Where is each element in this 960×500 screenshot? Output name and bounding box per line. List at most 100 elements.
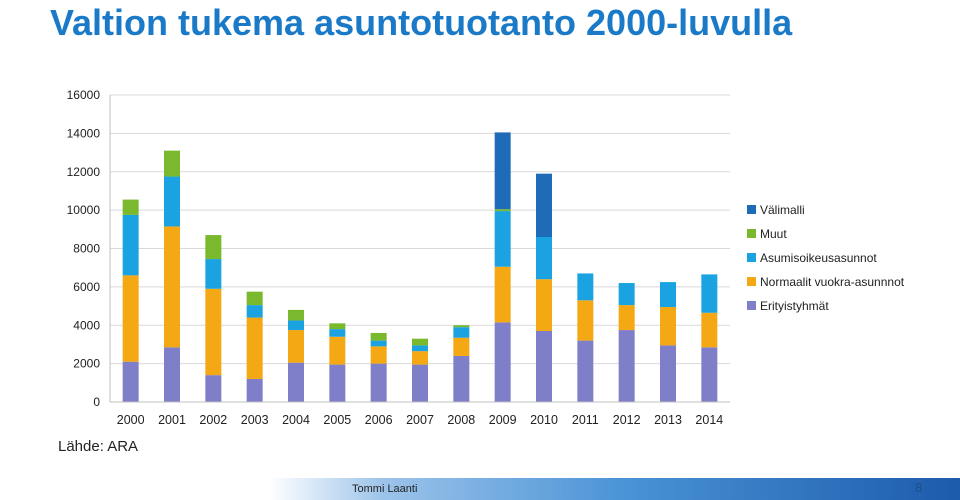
x-tick-label: 2014 — [695, 413, 723, 427]
bar-segment — [701, 347, 718, 402]
bar-segment — [246, 317, 263, 379]
x-tick-label: 2003 — [241, 413, 269, 427]
legend-swatch — [747, 229, 756, 238]
bar-segment — [205, 235, 222, 260]
x-tick-label: 2000 — [117, 413, 145, 427]
y-tick-label: 0 — [93, 395, 100, 409]
bar-segment — [370, 332, 387, 341]
y-tick-label: 2000 — [73, 357, 100, 371]
bar-segment — [288, 309, 304, 321]
bar-segment — [246, 305, 263, 318]
bar-segment — [246, 378, 263, 402]
y-tick-label: 4000 — [73, 318, 100, 332]
bar-segment — [577, 273, 594, 301]
bar-segment — [412, 338, 428, 346]
bar-segment — [205, 288, 222, 376]
y-tick-label: 12000 — [67, 165, 101, 179]
x-tick-label: 2006 — [365, 413, 393, 427]
bar-segment — [205, 259, 222, 289]
x-tick-label: 2011 — [572, 413, 599, 427]
bar-segment — [288, 330, 304, 363]
bar-segment — [453, 337, 470, 356]
x-tick-label: 2013 — [654, 413, 682, 427]
x-tick-label: 2001 — [158, 413, 186, 427]
legend-label: Muut — [760, 227, 787, 241]
bar-segment — [370, 346, 387, 364]
slide-title: Valtion tukema asuntotuotanto 2000-luvul… — [50, 2, 793, 43]
bar-segment — [536, 173, 552, 237]
legend-label: Erityistyhmät — [760, 299, 829, 313]
bar-segment — [453, 355, 470, 402]
stacked-bar-chart: 0 2000 4000 6000 8000 10000 12000 14000 16000 200… — [67, 88, 905, 427]
bar-segment — [660, 345, 676, 402]
legend-label: Normaalit vuokra-asunnnot — [760, 275, 905, 289]
bar-segment — [494, 211, 511, 267]
bar-segment — [536, 279, 552, 332]
legend-swatch — [747, 253, 756, 262]
bar-segment — [329, 364, 346, 402]
gridlines — [110, 94, 730, 365]
x-tick-label: 2008 — [447, 413, 475, 427]
x-tick-label: 2004 — [282, 413, 310, 427]
y-tick-label: 8000 — [73, 242, 100, 256]
bar-segment — [122, 214, 139, 276]
bar-segment — [288, 320, 304, 331]
x-tick-label: 2009 — [489, 413, 517, 427]
bar-segment — [412, 364, 428, 402]
bar-segment — [494, 266, 511, 323]
bar-segment — [536, 236, 552, 280]
bar-segment — [453, 325, 470, 328]
bar-segment — [370, 340, 387, 347]
bar-segment — [122, 199, 139, 215]
bar-segment — [494, 322, 511, 402]
legend-label: Välimalli — [760, 203, 805, 217]
bar-segment — [164, 347, 180, 402]
bar-segment — [164, 226, 180, 348]
legend-label: Asumisoikeusasunnot — [760, 251, 877, 265]
axes: 0 2000 4000 6000 8000 10000 12000 14000 16000 200… — [67, 88, 730, 427]
bar-segment — [536, 331, 552, 402]
x-tick-label: 2010 — [530, 413, 558, 427]
bar-segment — [205, 375, 222, 402]
y-tick-label: 10000 — [67, 203, 101, 217]
bar-segment — [288, 362, 304, 402]
bar-segment — [577, 340, 594, 402]
bar-segment — [618, 283, 635, 306]
bar-segment — [494, 209, 511, 212]
bar-segment — [577, 300, 594, 341]
bar-segment — [660, 307, 676, 346]
bar-segment — [660, 282, 676, 308]
source-note: Lähde: ARA — [58, 438, 139, 455]
bar-segment — [122, 361, 139, 402]
bar-segment — [370, 363, 387, 402]
legend-swatch — [747, 277, 756, 286]
bar-segment — [164, 150, 180, 177]
bar-segment — [618, 330, 635, 402]
page-number: 8 — [915, 480, 923, 495]
bar-segment — [701, 312, 718, 348]
legend-swatch — [747, 205, 756, 214]
bar-segment — [329, 323, 346, 330]
bar-segment — [122, 275, 139, 362]
x-tick-label: 2007 — [406, 413, 434, 427]
bar-segment — [701, 274, 718, 313]
legend: Välimalli Muut Asumisoikeusasunnot Normaali… — [747, 203, 905, 313]
bar-segment — [618, 305, 635, 331]
footer-bar — [0, 478, 960, 500]
x-tick-label: 2012 — [613, 413, 641, 427]
bar-segment — [329, 329, 346, 337]
bar-segment — [412, 351, 428, 365]
y-tick-label: 14000 — [67, 126, 101, 140]
bar-segment — [453, 327, 470, 338]
bars — [122, 132, 718, 402]
x-tick-label: 2002 — [199, 413, 227, 427]
x-tick-label: 2005 — [323, 413, 351, 427]
y-tick-label: 16000 — [67, 88, 101, 102]
legend-swatch — [747, 301, 756, 310]
bar-segment — [329, 336, 346, 365]
bar-segment — [164, 176, 180, 227]
bar-segment — [246, 291, 263, 306]
footer-author: Tommi Laanti — [352, 483, 418, 495]
bar-segment — [494, 132, 511, 210]
y-tick-label: 6000 — [73, 280, 100, 294]
